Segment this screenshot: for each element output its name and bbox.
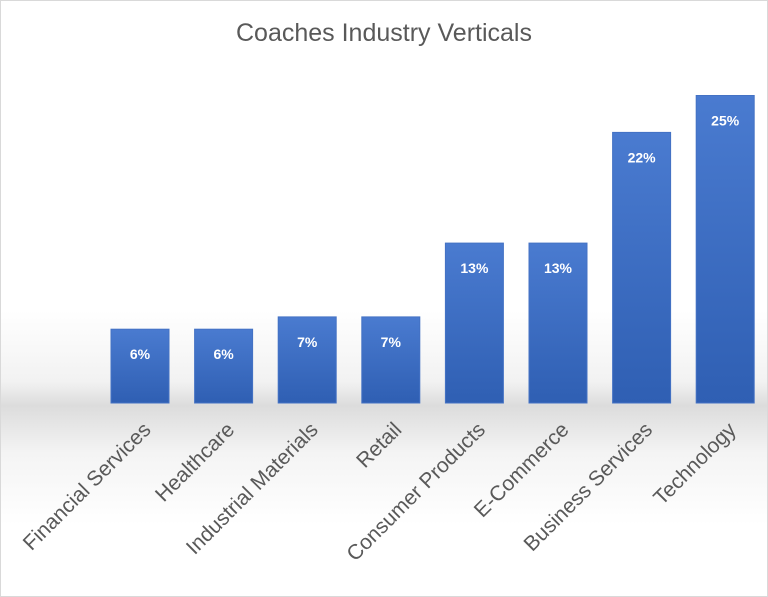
bar-technology [695,95,755,404]
data-label: 13% [460,260,489,276]
bar-e-commerce [528,242,588,404]
bar-healthcare [194,328,254,404]
category-label: Technology [649,418,741,510]
data-label: 6% [213,346,234,362]
category-label: Consumer Products [342,418,489,565]
data-label: 25% [711,113,740,129]
data-label: 6% [130,346,151,362]
bar-retail [361,316,421,404]
bar-consumer-products [444,242,504,404]
data-label: 7% [297,334,318,350]
bar-business-services [612,131,672,404]
bar-financial-services [110,328,170,404]
data-label: 7% [381,334,402,350]
category-label: Retail [352,418,406,472]
data-label: 22% [628,149,657,165]
bar-industrial-materials [277,316,337,404]
category-label: Financial Services [19,418,156,555]
category-label: Healthcare [151,418,239,506]
chart-title: Coaches Industry Verticals [236,19,532,47]
data-label: 13% [544,260,573,276]
